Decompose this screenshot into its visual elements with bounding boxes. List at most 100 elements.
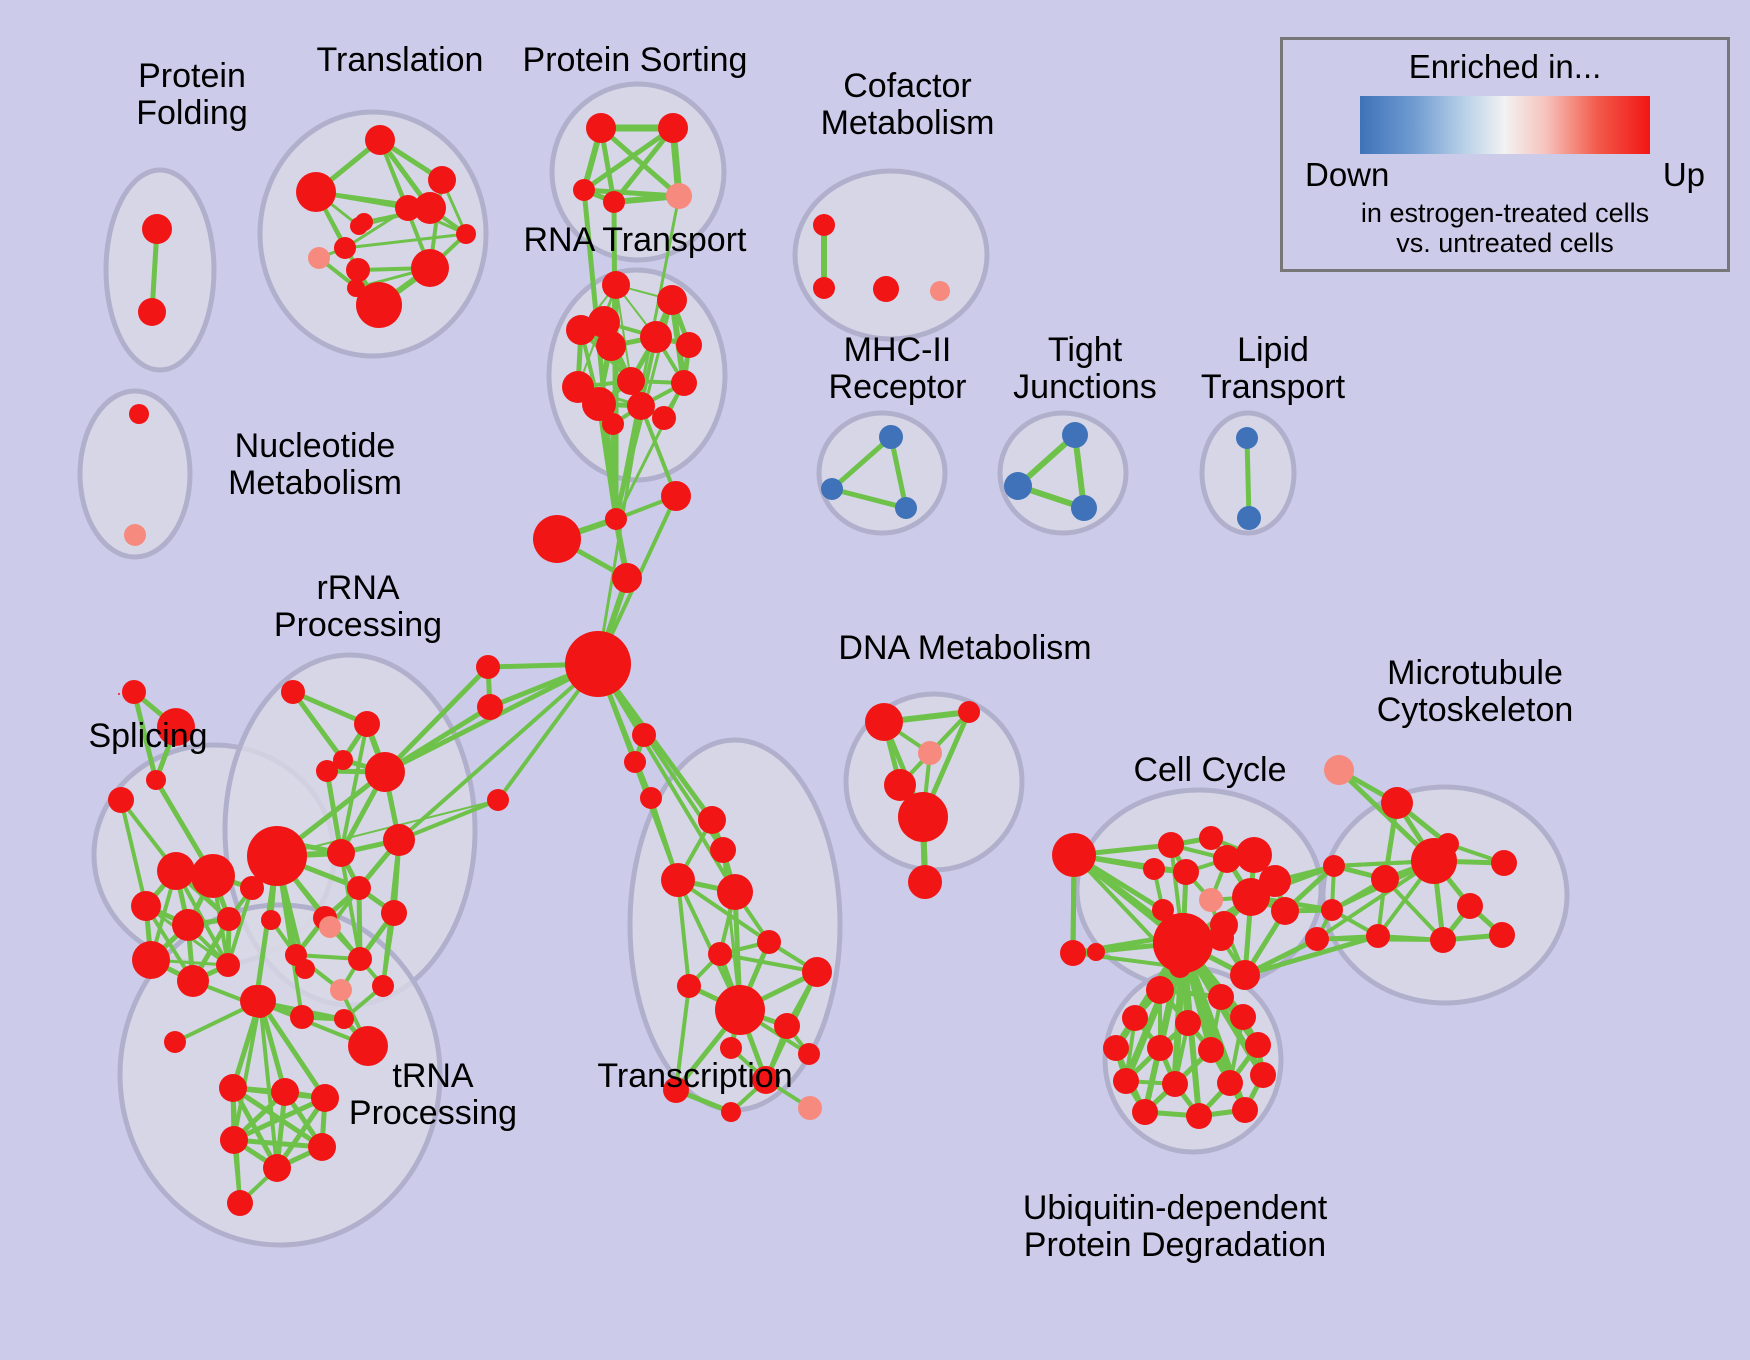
gene-set-node[interactable]	[1071, 495, 1097, 521]
gene-set-node[interactable]	[1381, 787, 1413, 819]
gene-set-node[interactable]	[1457, 893, 1483, 919]
gene-set-node[interactable]	[217, 907, 241, 931]
gene-set-node[interactable]	[798, 1043, 820, 1065]
gene-set-node[interactable]	[216, 953, 240, 977]
gene-set-node[interactable]	[617, 367, 645, 395]
gene-set-node[interactable]	[365, 752, 405, 792]
gene-set-node[interactable]	[477, 694, 503, 720]
gene-set-node[interactable]	[661, 481, 691, 511]
gene-set-node[interactable]	[1147, 1035, 1173, 1061]
gene-set-node[interactable]	[247, 826, 307, 886]
gene-set-node[interactable]	[164, 1031, 186, 1053]
gene-set-node[interactable]	[227, 1190, 253, 1216]
gene-set-node[interactable]	[142, 214, 172, 244]
gene-set-node[interactable]	[1153, 913, 1213, 973]
gene-set-node[interactable]	[612, 563, 642, 593]
gene-set-node[interactable]	[661, 863, 695, 897]
gene-set-node[interactable]	[663, 1077, 689, 1103]
gene-set-node[interactable]	[1213, 845, 1241, 873]
gene-set-node[interactable]	[640, 321, 672, 353]
gene-set-node[interactable]	[411, 249, 449, 287]
gene-set-node[interactable]	[1489, 922, 1515, 948]
gene-set-node[interactable]	[327, 839, 355, 867]
gene-set-node[interactable]	[383, 824, 415, 856]
gene-set-node[interactable]	[124, 524, 146, 546]
gene-set-node[interactable]	[930, 281, 950, 301]
gene-set-node[interactable]	[395, 195, 421, 221]
gene-set-node[interactable]	[865, 703, 903, 741]
gene-set-node[interactable]	[1237, 506, 1261, 530]
gene-set-node[interactable]	[414, 192, 446, 224]
gene-set-node[interactable]	[698, 806, 726, 834]
gene-set-node[interactable]	[1199, 826, 1223, 850]
gene-set-node[interactable]	[308, 1133, 336, 1161]
gene-set-node[interactable]	[1052, 833, 1096, 877]
gene-set-node[interactable]	[624, 751, 646, 773]
gene-set-node[interactable]	[1198, 1037, 1224, 1063]
gene-set-node[interactable]	[1236, 837, 1272, 873]
gene-set-node[interactable]	[334, 237, 356, 259]
gene-set-node[interactable]	[131, 891, 161, 921]
gene-set-node[interactable]	[1250, 1062, 1276, 1088]
gene-set-node[interactable]	[1230, 1004, 1256, 1030]
gene-set-node[interactable]	[813, 277, 835, 299]
gene-set-node[interactable]	[1122, 1005, 1148, 1031]
gene-set-node[interactable]	[487, 789, 509, 811]
gene-set-node[interactable]	[1113, 1068, 1139, 1094]
gene-set-node[interactable]	[330, 979, 352, 1001]
gene-set-node[interactable]	[372, 975, 394, 997]
gene-set-node[interactable]	[627, 392, 655, 420]
gene-set-node[interactable]	[658, 113, 688, 143]
gene-set-node[interactable]	[588, 306, 620, 338]
gene-set-node[interactable]	[657, 285, 687, 315]
gene-set-node[interactable]	[177, 965, 209, 997]
gene-set-node[interactable]	[263, 1154, 291, 1182]
gene-set-node[interactable]	[354, 711, 380, 737]
gene-set-node[interactable]	[774, 1013, 800, 1039]
gene-set-node[interactable]	[720, 1037, 742, 1059]
gene-set-node[interactable]	[708, 942, 732, 966]
gene-set-node[interactable]	[1271, 897, 1299, 925]
gene-set-node[interactable]	[348, 947, 372, 971]
gene-set-node[interactable]	[1437, 833, 1459, 855]
gene-set-node[interactable]	[157, 852, 195, 890]
gene-set-node[interactable]	[884, 769, 916, 801]
gene-set-node[interactable]	[721, 1102, 741, 1122]
gene-set-node[interactable]	[666, 183, 692, 209]
gene-set-node[interactable]	[1321, 899, 1343, 921]
gene-set-node[interactable]	[582, 387, 616, 421]
gene-set-node[interactable]	[1230, 960, 1260, 990]
gene-set-node[interactable]	[1103, 1035, 1129, 1061]
gene-set-node[interactable]	[311, 1084, 339, 1112]
gene-set-node[interactable]	[220, 1126, 248, 1154]
gene-set-node[interactable]	[603, 191, 625, 213]
gene-set-node[interactable]	[1158, 832, 1184, 858]
gene-set-node[interactable]	[356, 282, 402, 328]
gene-set-node[interactable]	[157, 708, 195, 746]
gene-set-node[interactable]	[677, 974, 701, 998]
gene-set-node[interactable]	[296, 172, 336, 212]
gene-set-node[interactable]	[350, 217, 368, 235]
gene-set-node[interactable]	[602, 413, 624, 435]
gene-set-node[interactable]	[586, 113, 616, 143]
gene-set-node[interactable]	[813, 214, 835, 236]
gene-set-node[interactable]	[1132, 1099, 1158, 1125]
gene-set-node[interactable]	[1208, 984, 1234, 1010]
gene-set-node[interactable]	[348, 1026, 388, 1066]
gene-set-node[interactable]	[605, 508, 627, 530]
gene-set-node[interactable]	[316, 760, 338, 782]
gene-set-node[interactable]	[132, 941, 170, 979]
gene-set-node[interactable]	[1173, 859, 1199, 885]
gene-set-node[interactable]	[308, 247, 330, 269]
gene-set-node[interactable]	[1199, 888, 1223, 912]
gene-set-node[interactable]	[365, 125, 395, 155]
gene-set-node[interactable]	[138, 298, 166, 326]
gene-set-node[interactable]	[129, 404, 149, 424]
gene-set-node[interactable]	[873, 276, 899, 302]
gene-set-node[interactable]	[271, 1078, 299, 1106]
gene-set-node[interactable]	[347, 876, 371, 900]
gene-set-node[interactable]	[715, 985, 765, 1035]
gene-set-node[interactable]	[219, 1074, 247, 1102]
gene-set-node[interactable]	[1323, 855, 1345, 877]
gene-set-node[interactable]	[1245, 1032, 1271, 1058]
